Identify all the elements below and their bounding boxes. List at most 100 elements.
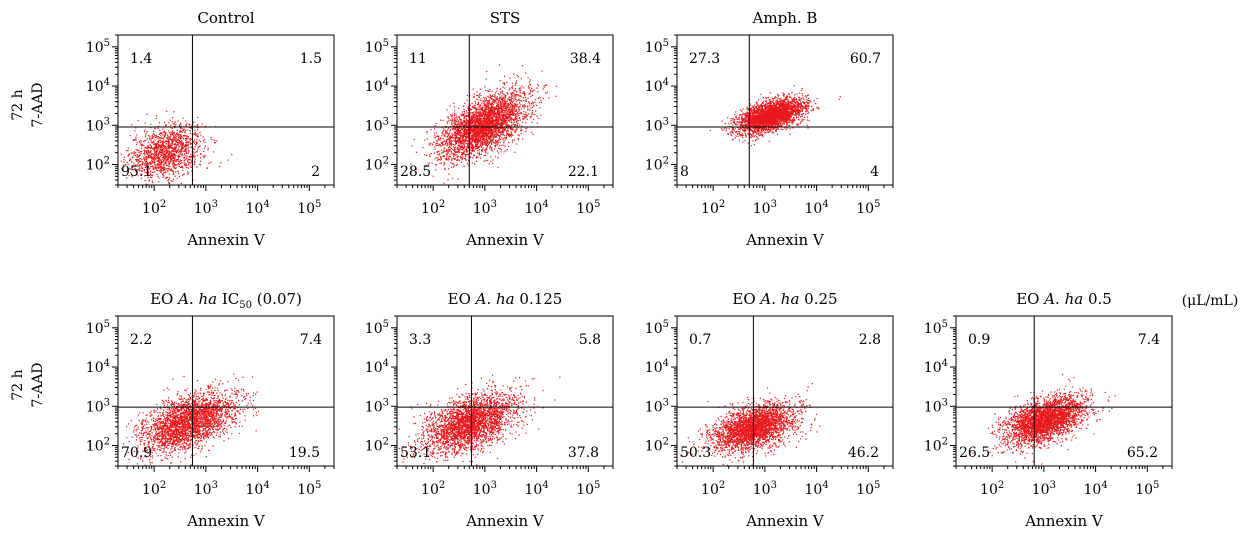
scatter-point — [196, 155, 199, 157]
scatter-point — [488, 107, 490, 109]
scatter-point — [196, 143, 198, 145]
scatter-point — [158, 155, 160, 157]
scatter-point — [528, 113, 530, 115]
scatter-point — [463, 135, 465, 138]
scatter-point — [555, 95, 557, 97]
scatter-point — [162, 153, 164, 155]
scatter-point — [497, 113, 500, 115]
scatter-point — [469, 113, 471, 115]
scatter-point — [435, 157, 437, 159]
scatter-point — [196, 125, 198, 127]
scatter-point — [140, 152, 142, 154]
scatter-point — [170, 131, 172, 133]
scatter-point — [503, 106, 505, 108]
scatter-point — [471, 137, 473, 139]
scatter-point — [173, 127, 176, 129]
scatter-point — [168, 149, 170, 151]
scatter-point — [494, 146, 496, 148]
scatter-point — [530, 95, 532, 98]
scatter-point — [157, 142, 159, 144]
scatter-point — [473, 104, 475, 106]
scatter-point — [500, 110, 502, 112]
scatter-point — [510, 131, 512, 133]
scatter-point — [508, 125, 510, 127]
scatter-point — [160, 164, 162, 166]
scatter-point — [168, 139, 170, 141]
scatter-point — [516, 103, 519, 105]
scatter-point — [503, 110, 505, 112]
scatter-point — [453, 149, 455, 151]
scatter-point — [467, 107, 469, 109]
scatter-point — [155, 154, 157, 156]
scatter-point — [487, 132, 489, 134]
scatter-point — [150, 139, 152, 141]
scatter-point — [189, 143, 191, 145]
scatter-point — [152, 167, 154, 169]
scatter-point — [476, 130, 478, 132]
scatter-point — [493, 125, 495, 128]
scatter-point — [522, 117, 524, 119]
scatter-point — [507, 128, 509, 130]
scatter-point — [170, 157, 172, 159]
scatter-point — [462, 131, 464, 133]
scatter-point — [168, 154, 171, 156]
scatter-point — [472, 120, 474, 122]
scatter-point — [488, 141, 491, 143]
scatter-point — [144, 153, 146, 155]
scatter-point — [475, 111, 477, 113]
scatter-point — [194, 151, 197, 153]
scatter-point — [496, 102, 498, 104]
scatter-point — [459, 138, 461, 140]
scatter-point — [449, 131, 451, 133]
scatter-point — [478, 139, 480, 141]
scatter-point — [436, 132, 438, 134]
scatter-point — [175, 143, 177, 146]
scatter-point — [532, 113, 534, 115]
scatter-point — [531, 90, 533, 92]
scatter-point — [176, 133, 178, 136]
scatter-point — [487, 95, 489, 97]
scatter-point — [142, 167, 144, 169]
scatter-point — [470, 152, 472, 154]
scatter-point — [181, 174, 184, 176]
scatter-point — [147, 150, 149, 152]
scatter-point — [480, 94, 482, 97]
scatter-point — [504, 98, 506, 101]
scatter-point — [190, 127, 192, 129]
scatter-point — [137, 156, 139, 158]
scatter-point — [462, 153, 465, 155]
scatter-point — [150, 152, 152, 154]
scatter-point — [173, 137, 175, 139]
scatter-point — [194, 139, 196, 141]
scatter-point — [429, 156, 431, 158]
scatter-point — [497, 124, 499, 126]
scatter-point — [185, 141, 187, 144]
scatter-point — [161, 152, 163, 154]
scatter-point — [173, 143, 175, 146]
scatter-point — [483, 142, 485, 144]
scatter-point — [500, 116, 502, 118]
scatter-point — [455, 116, 458, 118]
scatter-point — [473, 127, 475, 129]
scatter-point — [170, 160, 172, 162]
scatter-point — [161, 170, 163, 172]
scatter-point — [163, 172, 165, 174]
scatter-point — [158, 165, 160, 167]
scatter-point — [494, 111, 496, 114]
scatter-point — [471, 121, 473, 123]
scatter-point — [466, 94, 468, 96]
scatter-point — [446, 131, 448, 133]
scatter-point — [486, 149, 488, 151]
scatter-point — [514, 114, 516, 117]
scatter-point — [500, 91, 502, 93]
scatter-point — [488, 118, 490, 120]
scatter-point — [479, 111, 481, 113]
scatter-point — [155, 117, 157, 119]
scatter-point — [152, 182, 154, 184]
scatter-point — [486, 145, 488, 147]
scatter-point — [166, 156, 168, 158]
scatter-point — [451, 158, 453, 160]
scatter-point — [154, 152, 156, 154]
scatter-point — [506, 131, 508, 133]
